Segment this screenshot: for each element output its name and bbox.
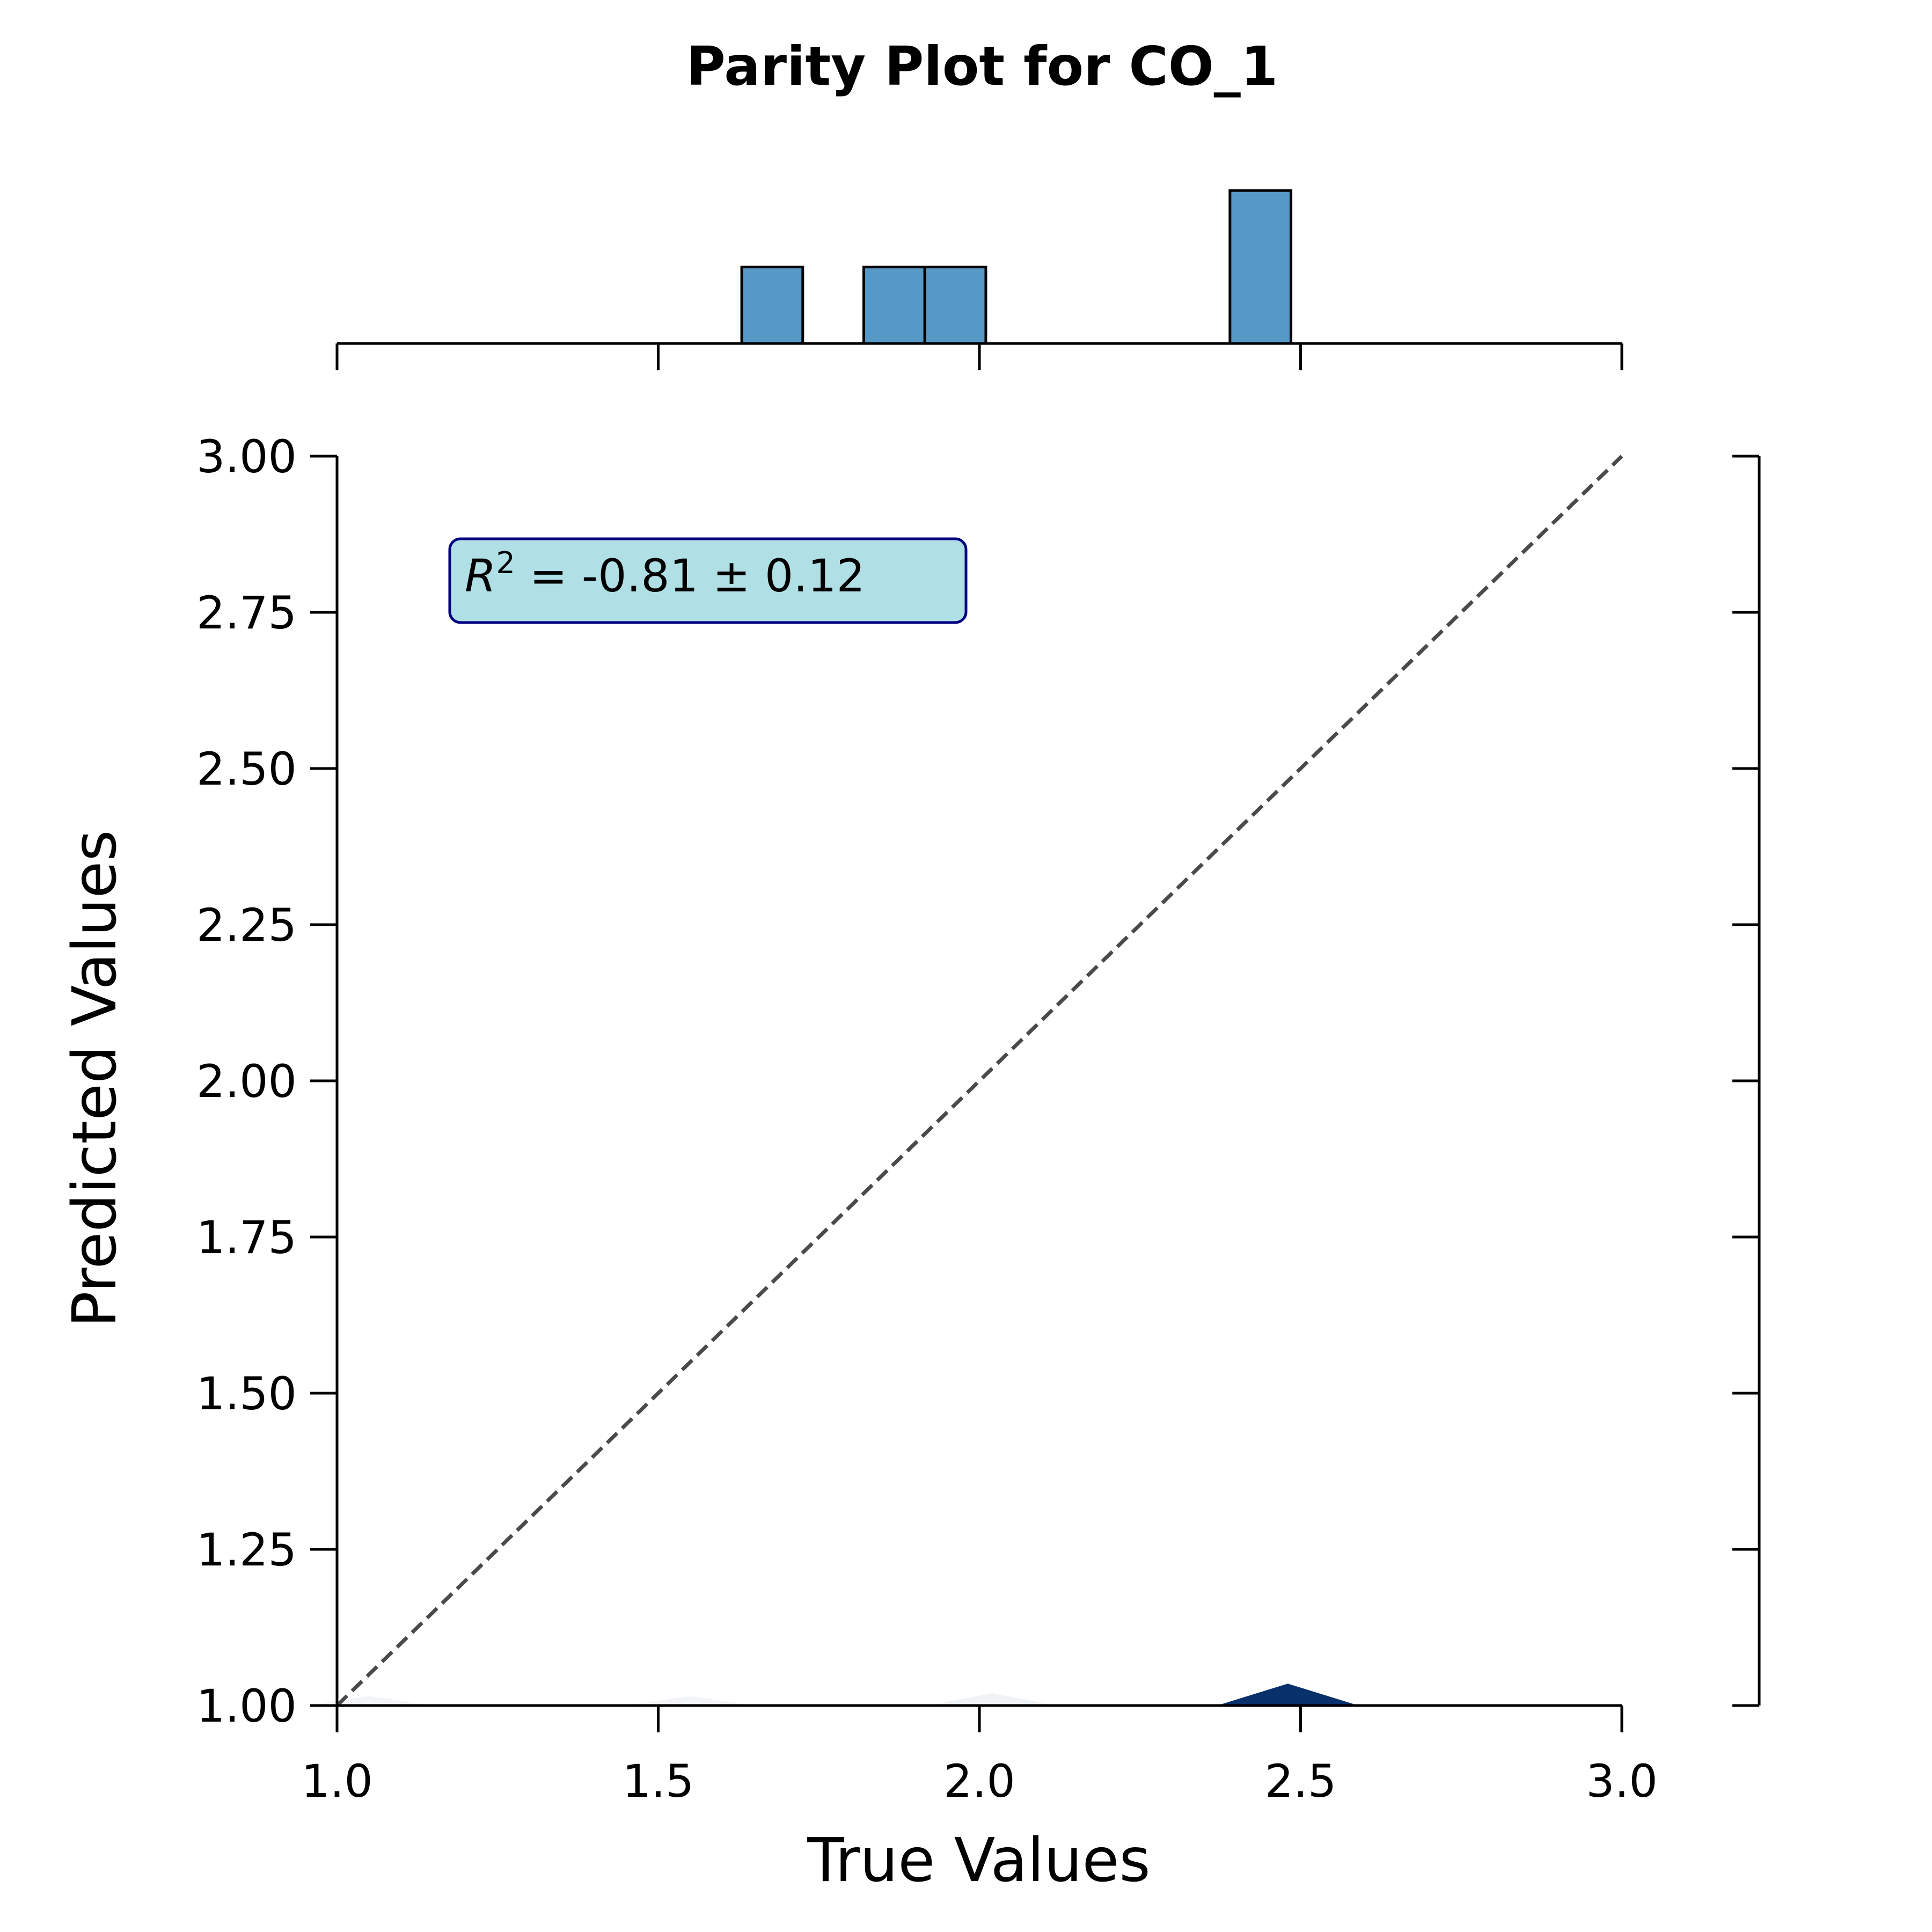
right-ticks xyxy=(1732,455,1759,1707)
r2-annotation: R2 = -0.81 ± 0.12 xyxy=(448,537,968,624)
r2-symbol: R xyxy=(465,550,496,602)
x-tick-label: 2.0 xyxy=(943,1755,1015,1807)
y-tick-label: 1.75 xyxy=(196,1211,297,1264)
r2-text: R2 = -0.81 ± 0.12 xyxy=(465,546,865,602)
y-axis-label: Predicted Values xyxy=(60,830,130,1327)
x-tick-label: 1.5 xyxy=(623,1755,694,1807)
y-tick-label: 1.25 xyxy=(196,1524,297,1576)
histogram-ticks xyxy=(335,343,1623,370)
x-tick-label: 1.0 xyxy=(301,1755,373,1807)
density-peak xyxy=(1217,1684,1359,1706)
chart-title: Parity Plot for CO_1 xyxy=(686,35,1278,98)
x-axis-label: True Values xyxy=(807,1826,1150,1896)
density-peak xyxy=(305,1696,434,1706)
y-tick-label: 2.75 xyxy=(196,587,297,639)
density-peak xyxy=(626,1696,755,1706)
r2-exponent: 2 xyxy=(496,546,515,581)
density-layer xyxy=(305,1684,1359,1706)
density-peak xyxy=(928,1693,1057,1706)
histogram-bar xyxy=(923,266,987,345)
y-tick-label: 2.50 xyxy=(196,743,297,795)
top-histogram xyxy=(740,189,1293,345)
y-tick-label: 2.25 xyxy=(196,899,297,952)
y-tick-label: 3.00 xyxy=(196,430,297,483)
x-ticks: 1.0 1.5 2.0 2.5 3.0 xyxy=(301,1706,1658,1807)
x-tick-label: 2.5 xyxy=(1265,1755,1337,1807)
parity-line xyxy=(335,455,1623,1707)
y-tick-label: 1.00 xyxy=(196,1680,297,1732)
histogram-bar xyxy=(862,266,926,345)
r2-box xyxy=(448,537,968,624)
x-tick-label: 3.0 xyxy=(1586,1755,1658,1807)
histogram-bar xyxy=(1228,189,1293,345)
y-ticks: 1.00 1.25 1.50 1.75 2.00 2.25 2.50 2.75 3.00 xyxy=(196,430,337,1732)
y-tick-label: 2.00 xyxy=(196,1055,297,1108)
y-tick-label: 1.50 xyxy=(196,1367,297,1420)
r2-value: = -0.81 ± 0.12 xyxy=(515,550,865,602)
histogram-bar xyxy=(740,266,804,345)
